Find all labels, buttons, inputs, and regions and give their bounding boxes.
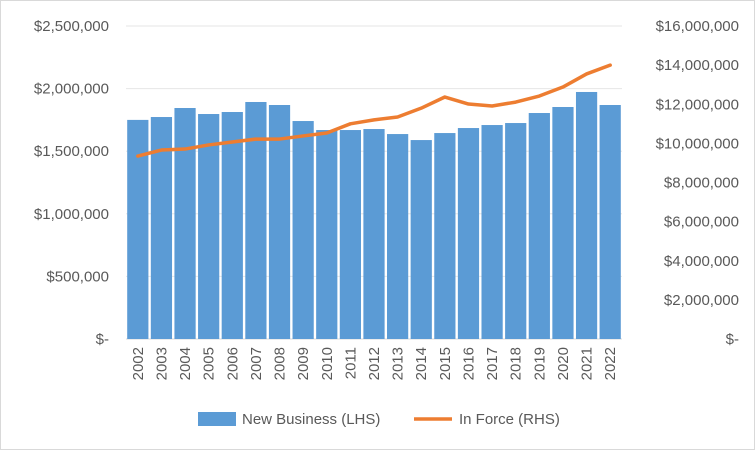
x-axis-tick-label: 2020	[555, 347, 572, 380]
x-axis-tick-label: 2005	[201, 347, 218, 380]
bar-2016	[457, 128, 480, 339]
x-axis-tick-label: 2003	[153, 347, 170, 380]
bar-2022	[599, 105, 621, 340]
left-axis-tick-label: $-	[96, 331, 109, 348]
bar-2007	[245, 101, 267, 339]
bar-2009	[292, 121, 314, 340]
bar-2003	[150, 117, 173, 339]
x-axis-tick-label: 2006	[224, 347, 241, 380]
left-axis-tick-label: $1,500,000	[34, 143, 109, 160]
left-axis-tick-label: $2,500,000	[34, 18, 109, 35]
right-axis-tick-label: $-	[726, 331, 739, 348]
bar-2010	[316, 130, 338, 339]
x-axis-tick-label: 2008	[272, 347, 289, 380]
x-axis-tick-label: 2009	[295, 347, 312, 380]
bar-2019	[528, 113, 550, 339]
right-axis-tick-label: $2,000,000	[664, 292, 739, 309]
bar-2020	[552, 107, 574, 340]
right-axis-tick-label: $12,000,000	[656, 96, 739, 113]
bar-2017	[481, 125, 503, 339]
right-axis-tick-label: $10,000,000	[656, 135, 739, 152]
x-axis-tick-label: 2011	[342, 347, 359, 379]
bar-2004	[174, 108, 196, 339]
x-axis-tick-label: 2015	[437, 347, 454, 380]
legend-label-in-force: In Force (RHS)	[459, 411, 560, 428]
bar-2008	[268, 105, 291, 340]
bar-2018	[505, 123, 527, 339]
x-axis-tick-label: 2021	[579, 347, 596, 380]
x-axis-tick-label: 2016	[460, 347, 477, 380]
bar-2011	[339, 130, 361, 339]
left-axis-tick-label: $500,000	[46, 268, 109, 285]
right-axis-tick-label: $6,000,000	[664, 214, 739, 231]
x-axis-tick-label: 2007	[248, 347, 265, 380]
bar-2014	[410, 140, 432, 339]
x-axis-tick-label: 2010	[319, 347, 336, 380]
x-axis-tick-label: 2012	[366, 347, 383, 380]
x-axis-tick-label: 2002	[130, 347, 147, 380]
right-axis-tick-label: $4,000,000	[664, 253, 739, 270]
bar-2012	[363, 129, 385, 339]
right-axis-tick-label: $14,000,000	[656, 57, 739, 74]
x-axis-tick-label: 2022	[602, 347, 619, 380]
bar-2002	[127, 119, 149, 340]
x-axis-tick-label: 2013	[390, 347, 407, 380]
bar-2015	[434, 133, 456, 339]
x-axis-tick-label: 2019	[531, 347, 548, 380]
right-axis-tick-label: $16,000,000	[656, 18, 739, 35]
legend-swatch-new-business	[198, 412, 236, 426]
legend-label-new-business: New Business (LHS)	[242, 411, 380, 428]
x-axis-tick-label: 2018	[508, 347, 525, 380]
right-axis-tick-label: $8,000,000	[664, 175, 739, 192]
bar-2005	[198, 114, 220, 340]
left-axis-tick-label: $2,000,000	[34, 81, 109, 98]
bar-2021	[575, 91, 598, 339]
bar-2006	[221, 112, 243, 340]
x-axis-tick-label: 2014	[413, 347, 430, 380]
left-axis-tick-label: $1,000,000	[34, 206, 109, 223]
x-axis-tick-label: 2017	[484, 347, 501, 380]
bar-2013	[387, 134, 409, 339]
x-axis-tick-label: 2004	[177, 347, 194, 380]
